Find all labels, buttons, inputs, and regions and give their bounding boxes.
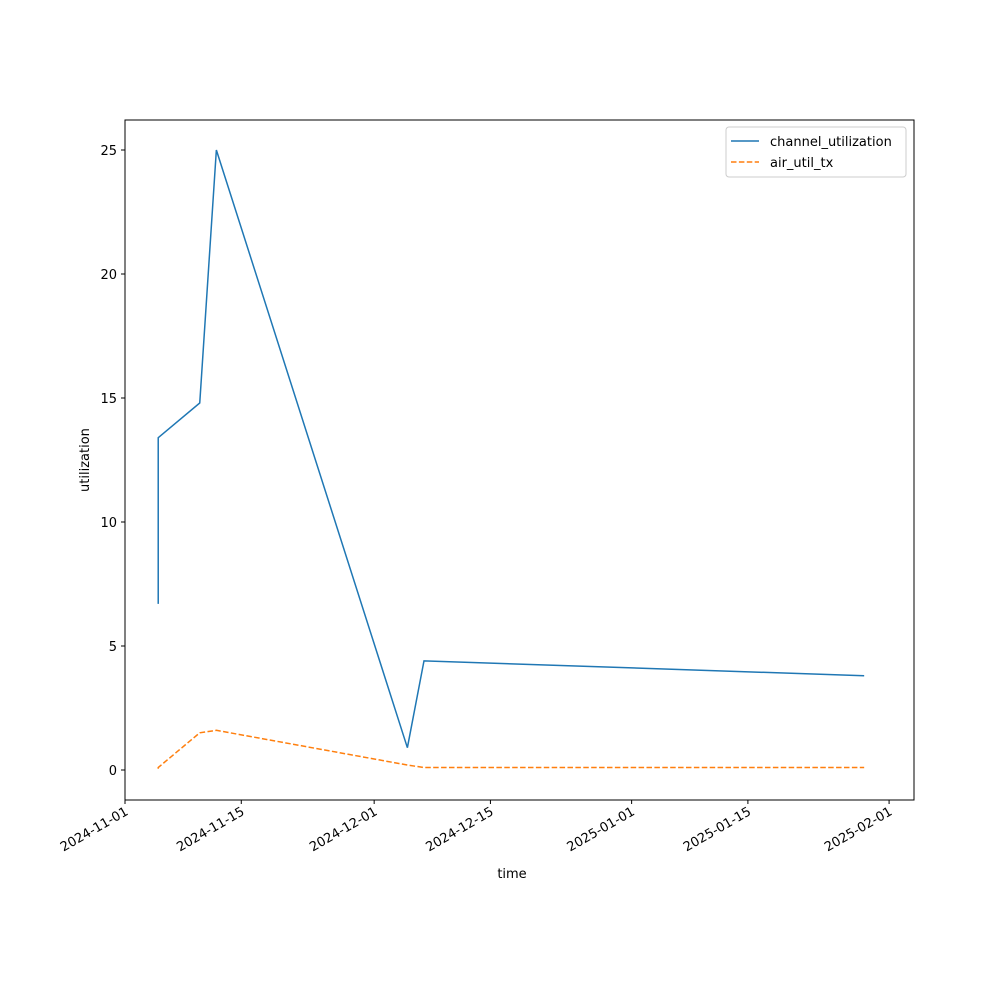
x-tick-label: 2025-02-01 <box>822 804 895 855</box>
x-tick-label: 2024-11-15 <box>174 804 247 855</box>
y-tick-label: 25 <box>100 144 117 159</box>
legend-box <box>725 126 907 178</box>
y-tick-label: 20 <box>100 268 117 283</box>
x-tick-label: 2025-01-15 <box>681 804 754 855</box>
data-line <box>157 149 865 748</box>
x-axis-label: time <box>497 867 526 882</box>
x-tick-label: 2024-11-01 <box>58 804 131 855</box>
x-tick-label: 2025-01-01 <box>565 804 638 855</box>
y-tick-label: 10 <box>100 516 117 531</box>
legend-label: channel_utilization <box>770 135 892 150</box>
data-line <box>157 729 865 769</box>
y-axis-label: utilization <box>78 428 93 492</box>
x-tick-label: 2024-12-15 <box>423 804 496 855</box>
y-tick-label: 15 <box>100 392 117 407</box>
x-tick-label: 2024-12-01 <box>307 804 380 855</box>
plot-frame <box>124 119 915 801</box>
legend-label: air_util_tx <box>770 156 834 171</box>
y-tick-label: 0 <box>109 764 117 779</box>
y-tick-label: 5 <box>109 640 117 655</box>
